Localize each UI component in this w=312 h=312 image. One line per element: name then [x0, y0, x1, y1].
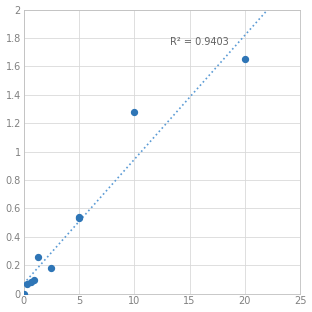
- Point: [132, 109, 137, 114]
- Point: [32, 278, 37, 283]
- Point: [49, 266, 54, 271]
- Point: [76, 214, 81, 219]
- Point: [242, 57, 247, 62]
- Point: [25, 281, 30, 286]
- Point: [28, 279, 33, 284]
- Point: [21, 291, 26, 296]
- Point: [76, 215, 81, 220]
- Text: R² = 0.9403: R² = 0.9403: [170, 37, 228, 47]
- Point: [35, 254, 40, 259]
